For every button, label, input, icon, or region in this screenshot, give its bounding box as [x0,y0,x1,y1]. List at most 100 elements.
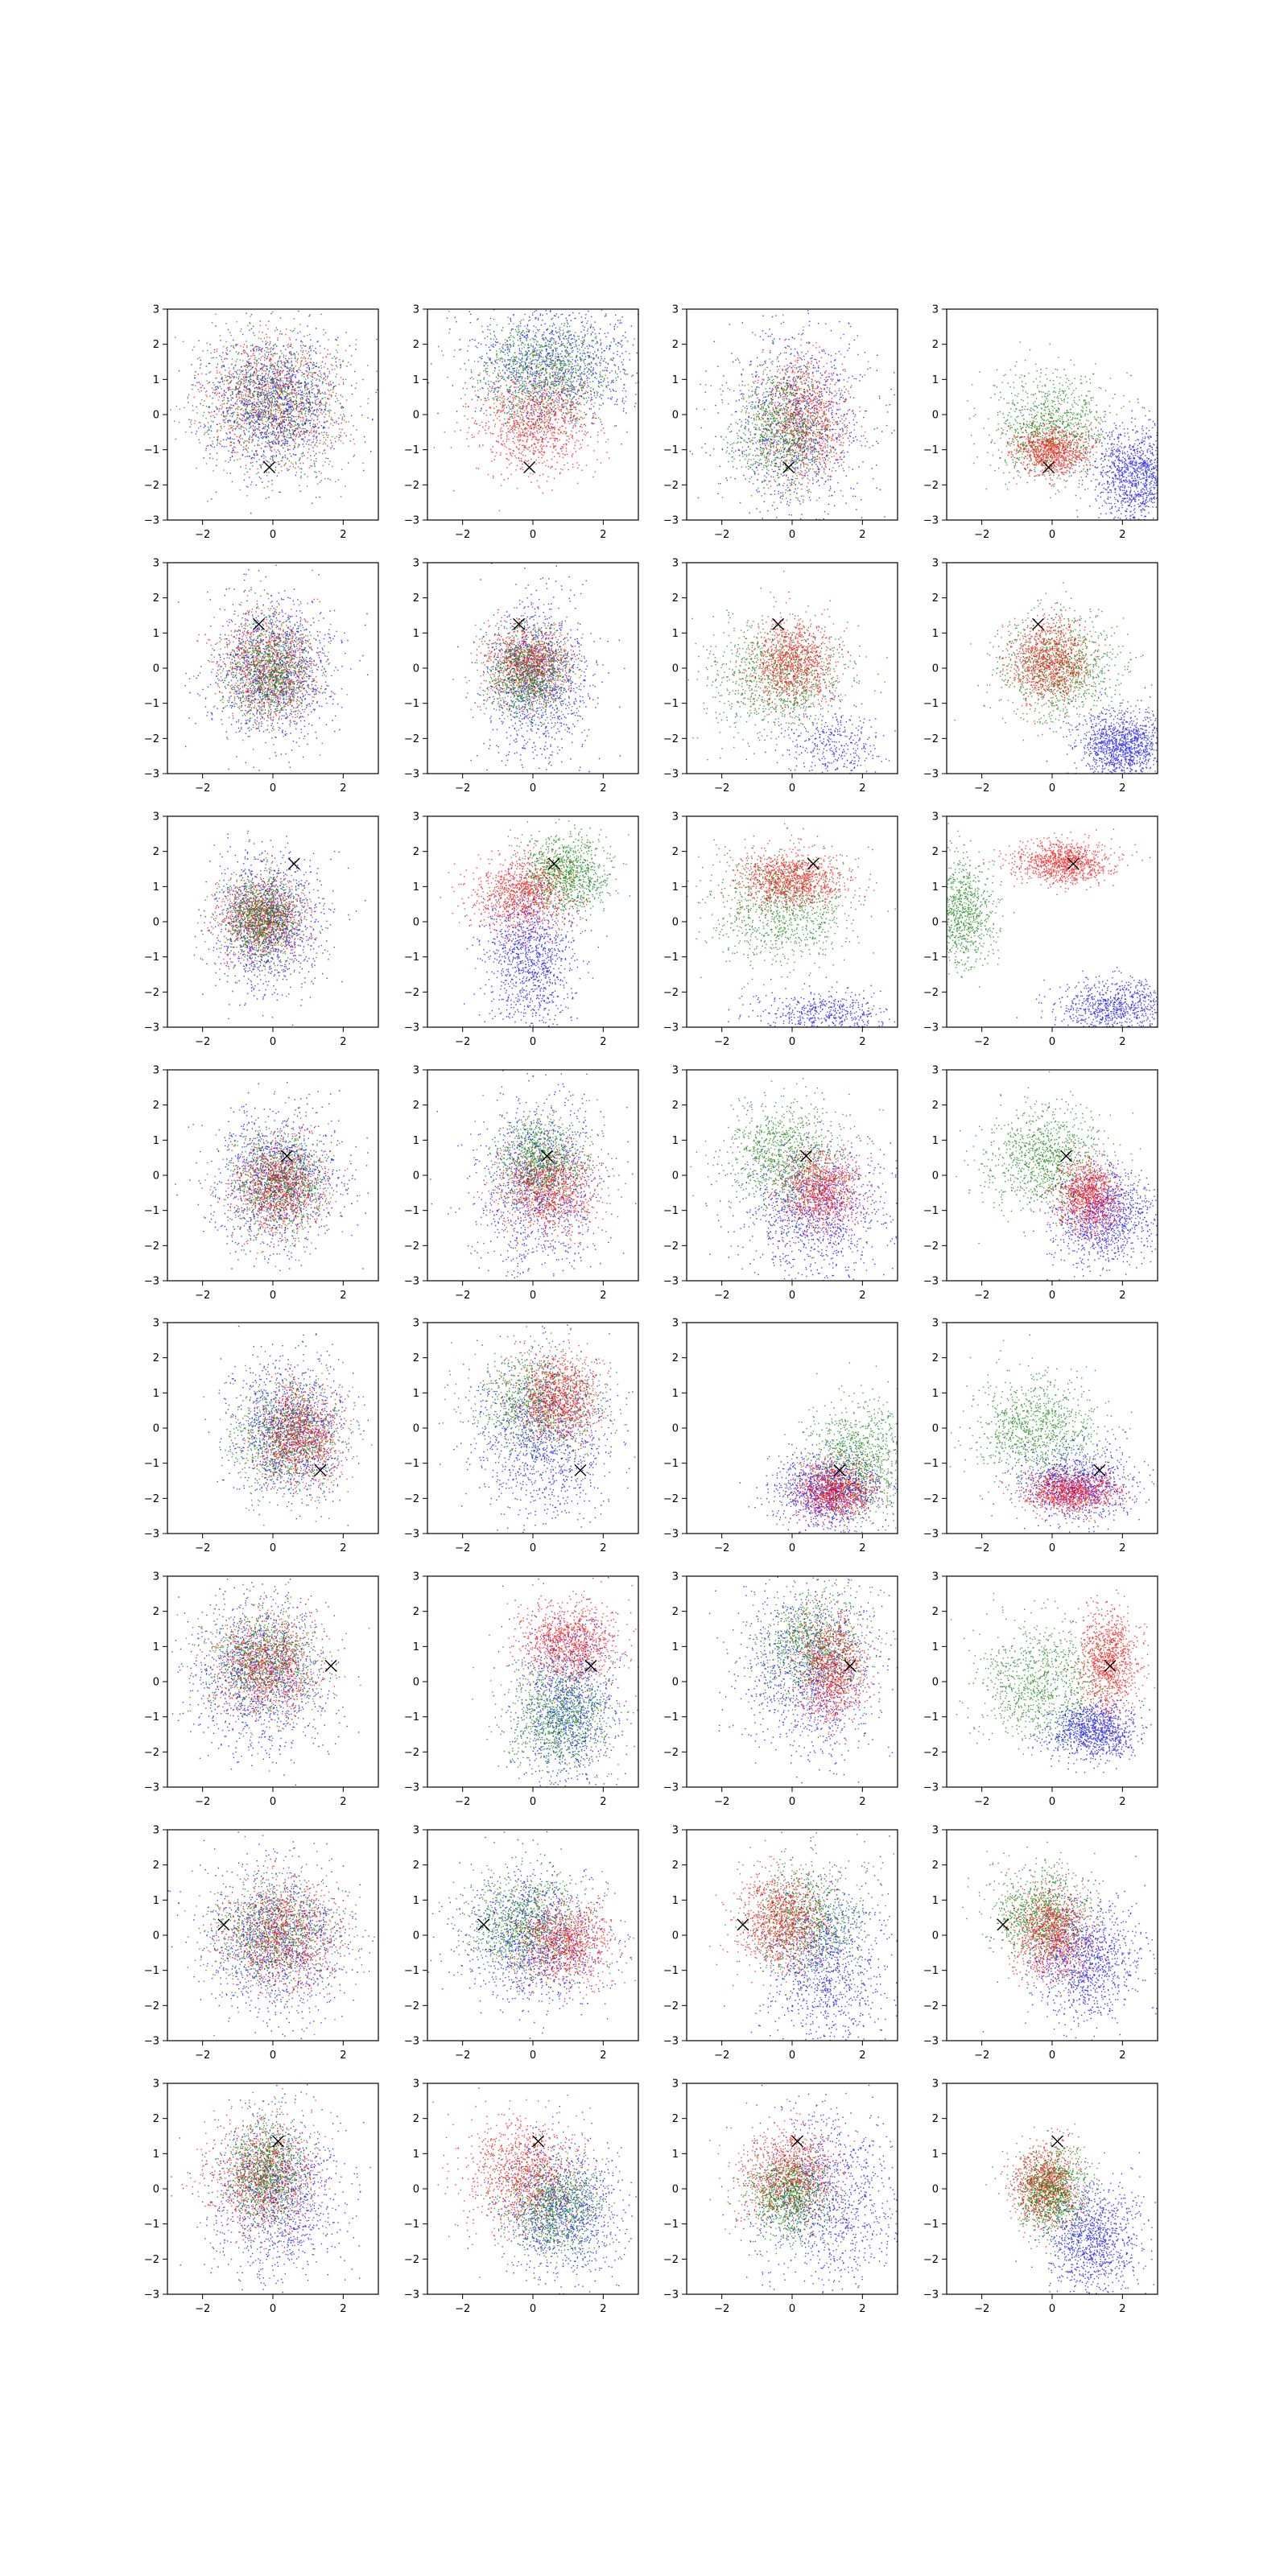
x-tick-label: −2 [195,782,210,795]
panel-grid: −2 0 2 −3 −2 −1 0 1 2 3 −2 0 2 −3 −2 −1 0 1 2 3 −2 0 2 −3 −2 −1 0 1… [144,304,1158,2315]
y-tick-label: −2 [404,2254,419,2266]
series-points-red [433,326,633,512]
x-tick-label: 2 [340,782,346,795]
point-cloud [690,1078,898,1281]
y-tick-label: −2 [404,987,419,999]
y-tick-label: 2 [413,1352,419,1364]
series-points-green [985,2123,1104,2258]
point-cloud [985,2123,1156,2294]
series-blue [705,1098,898,1281]
scatter-panel-r4c4: −2 0 2 −3 −2 −1 0 1 2 3 [923,1065,1158,1302]
y-tick-label: −2 [663,480,679,492]
x-tick-label: −2 [714,1036,729,1048]
x-marker [280,1150,293,1162]
y-tick-label: 1 [672,2149,679,2161]
series-points-green [709,1832,894,2008]
y-tick-label: 0 [932,1170,939,1183]
x-marker [791,2135,804,2148]
x-tick-label: 0 [789,1796,795,1808]
x-marker [253,617,266,630]
x-tick-label: −2 [974,1796,989,1808]
y-tick-label: −3 [404,1782,419,1794]
y-tick-label: 2 [932,1860,939,1872]
scatter-panel-r1c1: −2 0 2 −3 −2 −1 0 1 2 3 [144,304,379,541]
y-tick-label: 2 [413,846,419,858]
y-tick-label: 2 [153,592,159,605]
y-tick-label: −1 [923,1711,939,1724]
y-tick-label: 1 [932,881,939,894]
y-tick-label: 2 [932,1100,939,1112]
y-tick-label: −2 [923,1747,939,1759]
scatter-panel-r5c1: −2 0 2 −3 −2 −1 0 1 2 3 [144,1318,379,1554]
y-tick-label: 3 [413,811,419,824]
series-points-green [187,1835,366,2037]
series-blue [467,2106,637,2294]
y-tick-label: 0 [932,2184,939,2196]
series-blue [1046,687,1158,774]
x-tick-label: 0 [270,1036,276,1048]
scatter-panel-r3c2: −2 0 2 −3 −2 −1 0 1 2 3 [404,811,639,1048]
point-cloud [687,823,896,1027]
series-green [690,1078,884,1247]
series-green [485,819,631,933]
y-tick-label: −3 [144,1529,159,1541]
y-tick-label: −1 [404,2219,419,2231]
scatter-panel-r5c3: −2 0 2 −3 −2 −1 0 1 2 3 [663,1318,898,1554]
y-tick-label: −2 [144,2000,159,2013]
x-tick-label: 2 [859,1542,865,1554]
y-tick-label: −1 [923,1965,939,1977]
point-cloud [947,823,1158,1027]
x-tick-label: −2 [974,782,989,795]
y-tick-label: −3 [404,769,419,781]
y-tick-label: 2 [672,1606,679,1618]
y-tick-label: 1 [932,2149,939,2161]
x-tick-label: −2 [195,1542,210,1554]
y-tick-label: 1 [153,628,159,640]
y-tick-label: 0 [153,1423,159,1435]
y-tick-label: 0 [932,663,939,675]
y-tick-label: −2 [144,1747,159,1759]
y-tick-label: 0 [672,1930,679,1942]
y-tick-label: 1 [672,628,679,640]
scatter-panel-r7c4: −2 0 2 −3 −2 −1 0 1 2 3 [923,1825,1158,2062]
y-tick-label: −2 [923,2000,939,2013]
point-cloud [472,1577,638,1787]
point-cloud [687,571,896,774]
y-tick-label: 2 [413,339,419,351]
y-tick-label: 2 [153,1606,159,1618]
x-tick-label: −2 [455,1290,470,1302]
x-tick-label: 2 [859,529,865,541]
scatter-panel-r8c1: −2 0 2 −3 −2 −1 0 1 2 3 [144,2079,379,2315]
y-tick-label: −1 [404,1711,419,1724]
series-blue [438,1324,636,1533]
y-tick-label: −1 [663,444,679,456]
x-tick-label: −2 [974,529,989,541]
x-tick-label: −2 [195,1036,210,1048]
y-tick-label: 2 [413,2113,419,2125]
x-marker [547,857,560,870]
y-tick-label: −3 [663,515,679,527]
y-tick-label: −1 [144,1711,159,1724]
x-tick-label: 0 [530,2303,536,2315]
y-tick-label: −1 [404,444,419,456]
point-cloud [967,341,1158,520]
y-tick-label: 0 [413,1677,419,1689]
x-tick-label: 2 [340,2050,346,2062]
y-tick-label: −3 [144,1022,159,1034]
y-tick-label: 0 [672,663,679,675]
x-tick-label: 2 [600,1542,606,1554]
y-tick-label: 0 [153,917,159,929]
y-tick-label: 0 [672,2184,679,2196]
y-tick-label: 2 [153,1100,159,1112]
scatter-panel-r6c3: −2 0 2 −3 −2 −1 0 1 2 3 [663,1571,898,1808]
x-tick-label: −2 [195,2050,210,2062]
y-tick-label: −3 [404,2036,419,2048]
x-tick-label: 2 [600,2050,606,2062]
y-tick-label: 1 [413,1641,419,1653]
series-points-red [984,1863,1120,2013]
y-tick-label: −2 [144,1493,159,1505]
x-tick-label: 0 [789,782,795,795]
y-tick-label: −3 [404,515,419,527]
y-tick-label: −1 [144,1458,159,1470]
